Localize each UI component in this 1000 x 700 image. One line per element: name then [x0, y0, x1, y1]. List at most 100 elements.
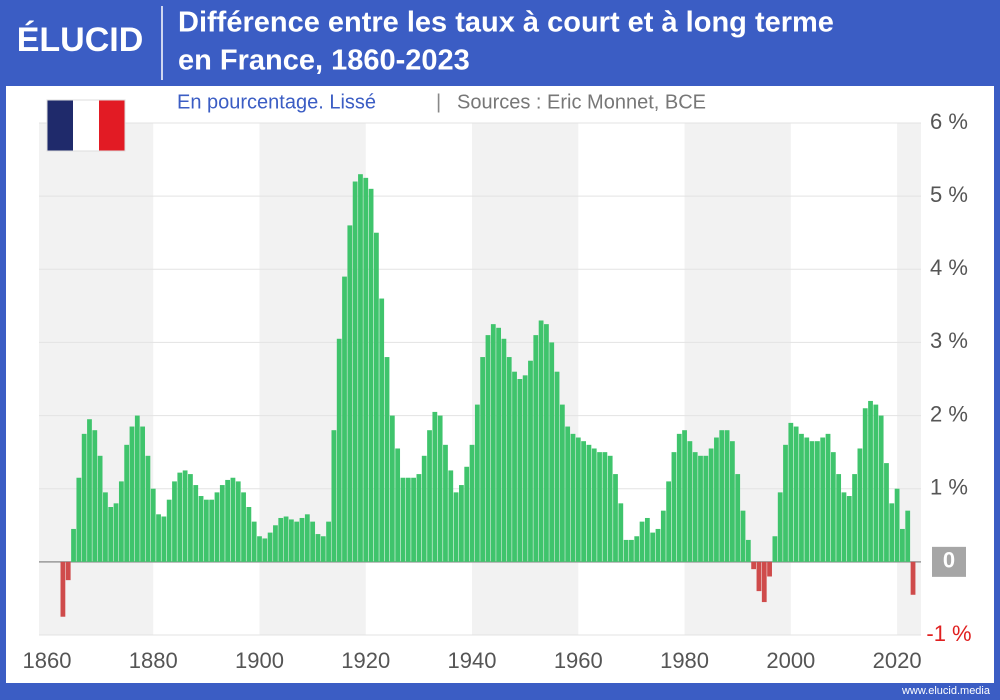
bar — [198, 496, 204, 562]
bar — [257, 536, 262, 562]
bar — [103, 492, 108, 562]
x-tick-label: 1920 — [341, 648, 390, 673]
bar — [352, 181, 358, 562]
bar — [65, 561, 71, 581]
separator: | — [436, 91, 441, 113]
bar — [432, 411, 438, 562]
y-tick-label: 5 % — [930, 182, 968, 207]
bar — [767, 561, 772, 577]
bar — [549, 342, 555, 562]
bar — [597, 452, 602, 562]
bar — [878, 415, 884, 562]
bar — [533, 335, 539, 562]
y-tick-label: 3 % — [930, 328, 968, 353]
bar — [443, 444, 448, 562]
bar — [235, 481, 241, 562]
bar — [76, 477, 82, 562]
bar — [267, 532, 273, 562]
bar — [650, 532, 656, 562]
bar — [724, 430, 730, 562]
bar — [427, 430, 432, 562]
x-tick-label: 1880 — [129, 648, 178, 673]
bar — [395, 448, 401, 562]
bar — [331, 430, 337, 562]
bar — [124, 444, 130, 562]
flag — [46, 99, 126, 152]
bar — [166, 499, 172, 562]
bar — [278, 517, 284, 562]
bar — [559, 404, 565, 562]
bar — [188, 474, 193, 562]
bar — [496, 327, 501, 562]
bar — [528, 360, 533, 562]
bar — [761, 561, 767, 603]
y-tick-label: 2 % — [930, 401, 968, 426]
bar — [310, 521, 316, 562]
bar — [857, 448, 863, 562]
bar — [172, 481, 177, 562]
x-tick-label: 2000 — [766, 648, 815, 673]
bar — [708, 448, 714, 562]
bar — [868, 400, 873, 562]
bar — [251, 521, 257, 562]
bar — [655, 528, 661, 562]
bar — [464, 466, 470, 562]
bar — [459, 485, 464, 562]
bar — [607, 455, 613, 562]
flag-blue — [47, 100, 73, 151]
bar — [793, 426, 799, 562]
bar — [384, 357, 390, 562]
bar — [480, 357, 486, 562]
band — [897, 123, 921, 635]
bar — [283, 516, 289, 562]
bar — [889, 503, 895, 562]
bar — [379, 298, 385, 562]
bar — [852, 474, 857, 562]
bar — [368, 188, 374, 562]
bar — [374, 232, 379, 562]
bar — [825, 433, 831, 562]
bar — [644, 517, 650, 562]
bar — [342, 276, 347, 562]
bar — [777, 492, 783, 562]
bar — [156, 514, 161, 562]
bar — [538, 320, 544, 562]
bar — [209, 499, 215, 562]
bar — [358, 174, 363, 562]
plot: -1 % 0 1 % 2 % 3 % 4 % 5 % 6 % 1860 1880 1900 1920 1… — [22, 109, 971, 673]
bar — [177, 472, 183, 562]
bar — [453, 492, 459, 562]
flag-border — [46, 99, 126, 152]
bar — [788, 422, 794, 562]
bar — [219, 485, 225, 562]
bar — [799, 433, 804, 562]
bar — [841, 492, 847, 562]
bar — [262, 538, 268, 562]
bar — [193, 485, 199, 562]
bar — [804, 437, 810, 562]
bar — [772, 536, 778, 562]
bar — [320, 536, 326, 562]
bar — [884, 463, 889, 562]
brand: ÉLUCID — [17, 21, 144, 59]
bar — [81, 433, 87, 562]
bar — [900, 528, 905, 562]
bar — [905, 510, 911, 562]
chart-title: Différence entre les taux à court et à l… — [178, 7, 834, 39]
bar — [347, 225, 353, 562]
bar — [618, 503, 624, 562]
bar — [666, 481, 672, 562]
bar — [623, 539, 629, 562]
bar — [225, 479, 231, 562]
bar — [873, 404, 879, 562]
bar — [719, 430, 725, 562]
bar — [756, 561, 762, 592]
bar — [565, 426, 571, 562]
bar — [581, 441, 586, 562]
bar — [591, 448, 597, 562]
bar — [544, 324, 549, 562]
bar — [490, 324, 496, 562]
bar — [682, 430, 687, 562]
bar — [809, 441, 815, 562]
bar — [273, 525, 278, 562]
